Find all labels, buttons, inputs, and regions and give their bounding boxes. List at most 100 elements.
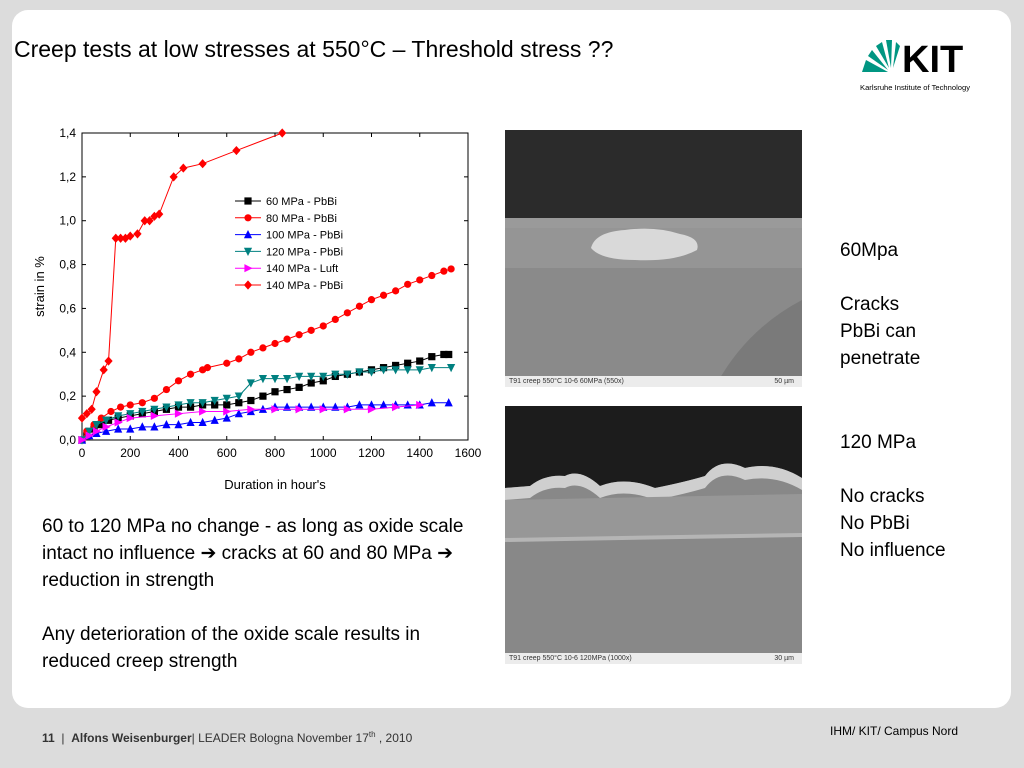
data-point-series-1 [235, 355, 243, 363]
data-point-series-1 [367, 296, 376, 304]
micrograph-60mpa-scale: 50 µm [774, 378, 794, 385]
note-spacer [840, 264, 920, 291]
data-point-series-0 [445, 350, 453, 359]
main-text-1b: cracks at 60 and 80 MPa [216, 543, 438, 564]
y-tick-label: 0,4 [59, 345, 76, 359]
data-point-series-5 [87, 404, 96, 414]
note-no-cracks: No cracks [840, 486, 925, 507]
note-no-pbbi: No PbBi [840, 513, 910, 534]
data-point-series-1 [331, 315, 339, 323]
data-point-series-3 [415, 366, 424, 375]
data-point-series-1 [392, 287, 400, 295]
series-line-5 [81, 132, 283, 419]
footer-event: | LEADER Bologna November 17 [191, 731, 369, 745]
data-point-series-1 [283, 335, 291, 343]
data-point-series-4 [174, 409, 184, 418]
data-point-series-3 [174, 401, 183, 410]
data-point-series-2 [198, 417, 207, 427]
y-tick-label: 1,0 [59, 214, 76, 228]
data-point-series-2 [355, 400, 364, 409]
data-point-series-0 [404, 359, 412, 367]
data-point-series-4 [102, 422, 111, 431]
x-tick-label: 800 [265, 446, 285, 460]
data-point-series-1 [223, 359, 231, 367]
data-point-series-5 [104, 356, 113, 366]
data-point-series-4 [150, 411, 159, 420]
data-point-series-3 [114, 412, 123, 421]
slide-title: Creep tests at low stresses at 550°C – T… [14, 36, 614, 62]
data-point-series-3 [403, 366, 412, 375]
arrow-icon: ➔ [437, 543, 454, 564]
micrograph-120mpa-scale: 30 µm [774, 655, 794, 662]
main-text-paragraph-1: 60 to 120 MPa no change - as long as oxi… [42, 513, 492, 594]
data-point-series-5 [232, 145, 241, 156]
micrograph-60mpa: T91 creep 550°C 10-6 60MPa (550x) 50 µm [505, 130, 802, 387]
data-point-series-1 [404, 280, 412, 288]
micrograph-120mpa-caption: T91 creep 550°C 10-6 120MPa (1000x) 30 µ… [505, 653, 802, 664]
data-point-series-0 [392, 361, 400, 370]
data-point-series-5 [92, 387, 101, 397]
data-point-series-3 [331, 370, 340, 379]
main-text-paragraph-2: Any deterioration of the oxide scale res… [42, 624, 421, 672]
data-point-series-2 [138, 422, 147, 431]
data-point-series-3 [295, 372, 304, 382]
x-tick-label: 0 [79, 446, 86, 460]
data-point-series-3 [379, 366, 388, 375]
data-point-series-5 [82, 409, 91, 419]
y-tick-label: 1,4 [59, 126, 76, 140]
data-point-series-3 [222, 394, 231, 403]
data-point-series-5 [145, 216, 154, 226]
footer-event-sup: th [368, 730, 376, 739]
data-point-series-3 [162, 403, 171, 412]
note-cracks: Cracks [840, 294, 900, 315]
data-point-series-1 [319, 322, 327, 330]
data-point-series-4 [223, 407, 232, 416]
y-axis-label: strain in % [32, 256, 47, 317]
data-point-series-1 [428, 271, 436, 280]
data-point-series-4 [126, 413, 135, 423]
series-line-1 [81, 268, 452, 441]
data-point-series-2 [234, 409, 243, 418]
note-60mpa-title: 60Mpa [840, 240, 899, 261]
data-point-series-1 [117, 403, 125, 411]
data-point-series-1 [295, 331, 303, 339]
data-point-series-1 [203, 364, 212, 372]
data-point-series-0 [283, 385, 291, 394]
data-point-series-3 [391, 366, 400, 375]
data-point-series-2 [162, 420, 171, 429]
data-point-series-4 [114, 418, 123, 427]
data-point-series-1 [440, 267, 448, 275]
kit-logo-fan-icon [862, 40, 900, 72]
data-point-series-5 [140, 216, 149, 226]
data-point-series-1 [107, 407, 115, 416]
data-point-series-3 [85, 427, 94, 436]
data-point-series-1 [162, 385, 171, 394]
note-120mpa-title: 120 MPa [840, 432, 917, 453]
micrograph-60mpa-caption: T91 creep 550°C 10-6 60MPa (550x) 50 µm [505, 376, 802, 387]
data-point-series-2 [114, 424, 123, 433]
data-point-series-2 [102, 426, 111, 435]
footer-page-number: 11 [42, 731, 55, 745]
data-point-series-3 [126, 410, 135, 419]
notes-60mpa: 60Mpa Cracks PbBi can penetrate [840, 237, 920, 372]
data-point-series-2 [307, 402, 316, 411]
data-point-series-1 [150, 394, 158, 402]
legend-marker [243, 230, 253, 239]
data-point-series-0 [247, 396, 255, 405]
data-point-series-0 [259, 392, 267, 400]
x-tick-label: 1600 [455, 446, 482, 460]
data-point-series-3 [102, 416, 111, 425]
data-point-series-1 [307, 326, 315, 334]
data-point-series-2 [174, 420, 183, 429]
data-point-series-3 [246, 379, 255, 388]
data-point-series-0 [428, 353, 436, 361]
data-point-series-4 [295, 405, 304, 414]
data-point-series-2 [210, 415, 219, 424]
data-point-series-4 [199, 407, 208, 416]
data-point-series-0 [440, 350, 448, 359]
data-point-series-0 [307, 379, 315, 387]
kit-logo-subtitle: Karlsruhe Institute of Technology [860, 83, 970, 92]
data-point-series-0 [97, 421, 105, 429]
x-tick-label: 400 [168, 446, 188, 460]
data-point-series-2 [427, 398, 436, 407]
